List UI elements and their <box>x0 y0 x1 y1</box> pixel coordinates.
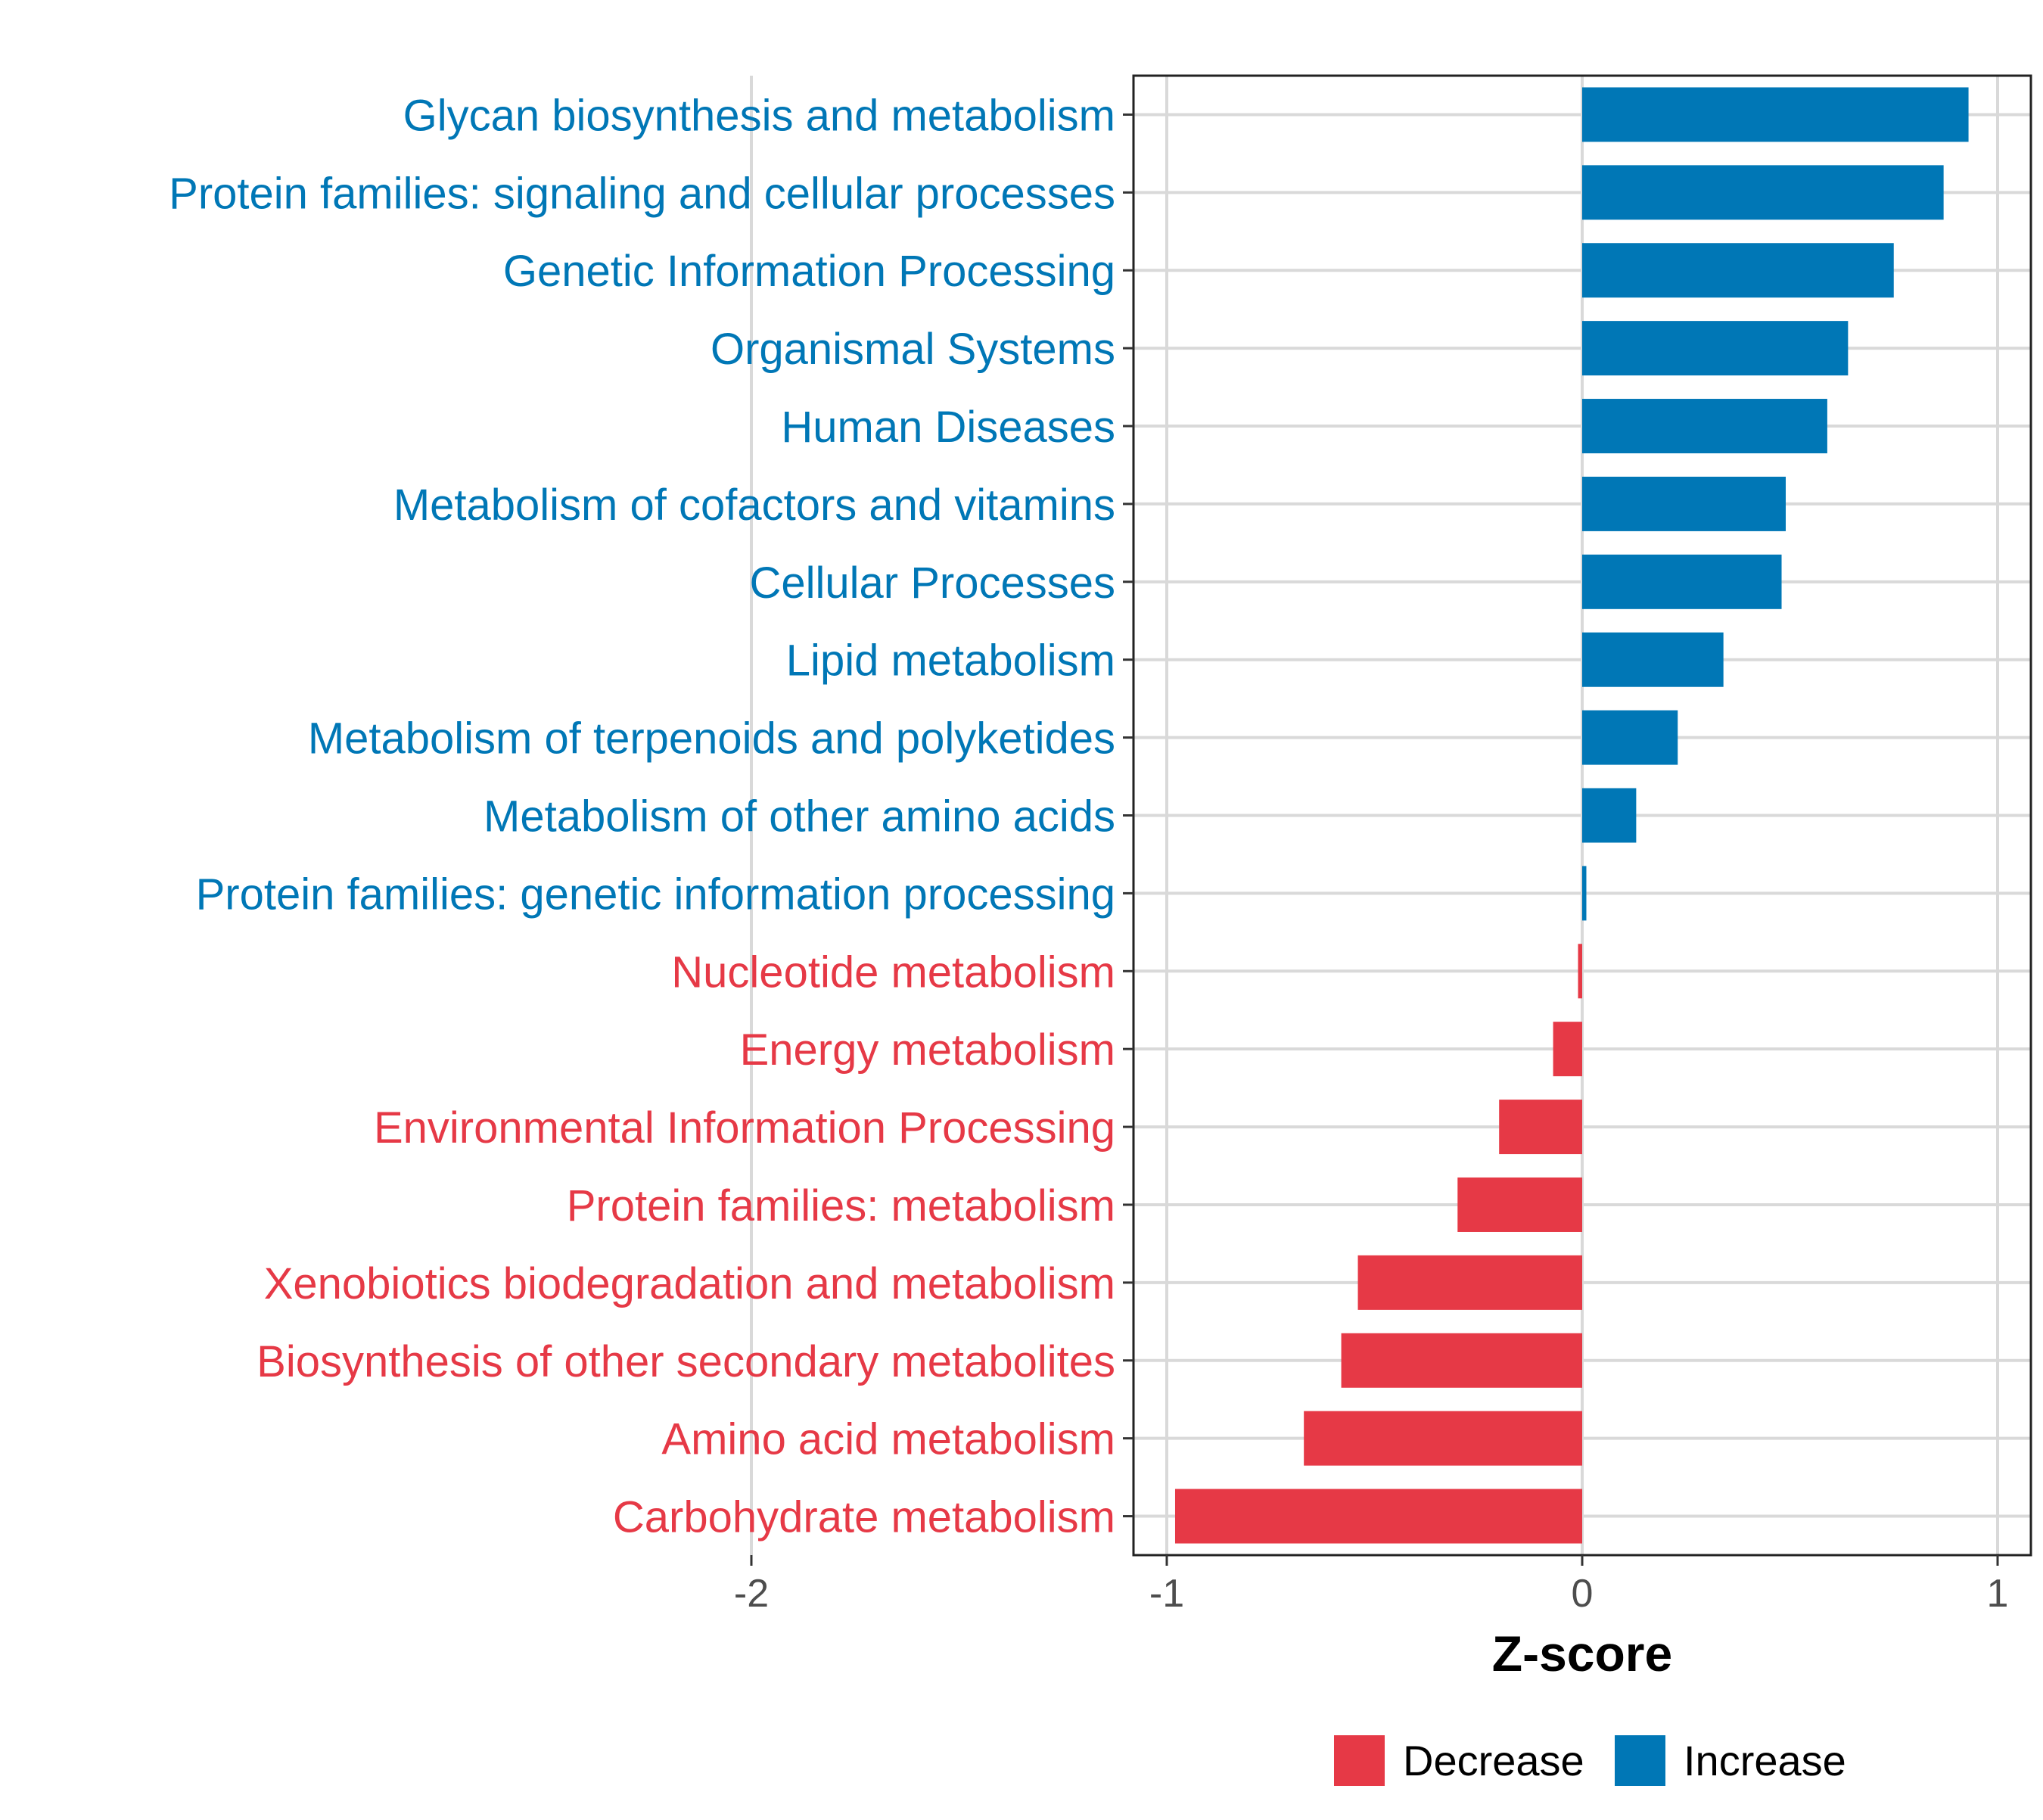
x-axis-title: Z-score <box>1492 1626 1672 1682</box>
bar <box>1457 1177 1582 1232</box>
bar <box>1582 788 1637 843</box>
y-tick-label: Energy metabolism <box>740 1025 1115 1075</box>
x-tick-label: -1 <box>1149 1572 1184 1616</box>
y-tick-label: Amino acid metabolism <box>661 1415 1115 1464</box>
bar <box>1582 476 1786 531</box>
bar <box>1174 1489 1582 1544</box>
y-tick-label: Protein families: genetic information pr… <box>196 870 1115 919</box>
x-axis: -2-1012 <box>734 1555 2009 1616</box>
y-tick-label: Organismal Systems <box>711 325 1115 374</box>
y-tick-label: Lipid metabolism <box>786 636 1115 686</box>
y-tick-label: Xenobiotics biodegradation and metabolis… <box>264 1259 1115 1308</box>
legend-label: Increase <box>1684 1737 1846 1784</box>
y-tick-label: Environmental Information Processing <box>374 1103 1115 1153</box>
bar <box>1499 1100 1582 1155</box>
y-tick-label: Metabolism of other amino acids <box>484 792 1115 842</box>
bar <box>1582 165 1944 220</box>
bar <box>1341 1333 1582 1388</box>
y-tick-label: Metabolism of cofactors and vitamins <box>393 481 1115 530</box>
legend: Decrease Increase <box>1334 1735 1846 1786</box>
bar <box>1582 87 1969 142</box>
y-tick-label: Human Diseases <box>781 403 1115 452</box>
y-tick-label: Biosynthesis of other secondary metaboli… <box>257 1337 1115 1386</box>
y-tick-label: Glycan biosynthesis and metabolism <box>403 91 1115 140</box>
y-tick-label: Metabolism of terpenoids and polyketides <box>308 714 1115 764</box>
bar <box>1582 632 1724 687</box>
y-axis: Glycan biosynthesis and metabolism Protei… <box>169 91 1133 1542</box>
y-tick-label: Genetic Information Processing <box>503 247 1115 296</box>
bar <box>1582 321 1849 376</box>
legend-swatch <box>1334 1735 1385 1786</box>
y-tick-label: Protein families: signaling and cellular… <box>169 169 1115 218</box>
y-tick-label: Cellular Processes <box>749 558 1115 608</box>
y-tick-label: Carbohydrate metabolism <box>613 1493 1115 1542</box>
bar <box>1582 866 1587 921</box>
legend-swatch <box>1615 1735 1665 1786</box>
y-tick-label: Protein families: metabolism <box>567 1181 1115 1230</box>
bars <box>1174 87 1969 1544</box>
y-tick-label: Nucleotide metabolism <box>671 947 1115 997</box>
x-tick-label: -2 <box>734 1572 769 1616</box>
bar <box>1582 554 1782 609</box>
bar <box>1582 399 1827 454</box>
x-tick-label: 0 <box>1572 1572 1594 1616</box>
bar <box>1578 944 1582 999</box>
bar <box>1553 1022 1582 1077</box>
bar <box>1357 1255 1582 1310</box>
x-tick-label: 1 <box>1987 1572 2009 1616</box>
bar <box>1582 243 1894 298</box>
bar <box>1582 710 1678 765</box>
bar <box>1304 1411 1582 1466</box>
legend-label: Decrease <box>1403 1737 1584 1784</box>
